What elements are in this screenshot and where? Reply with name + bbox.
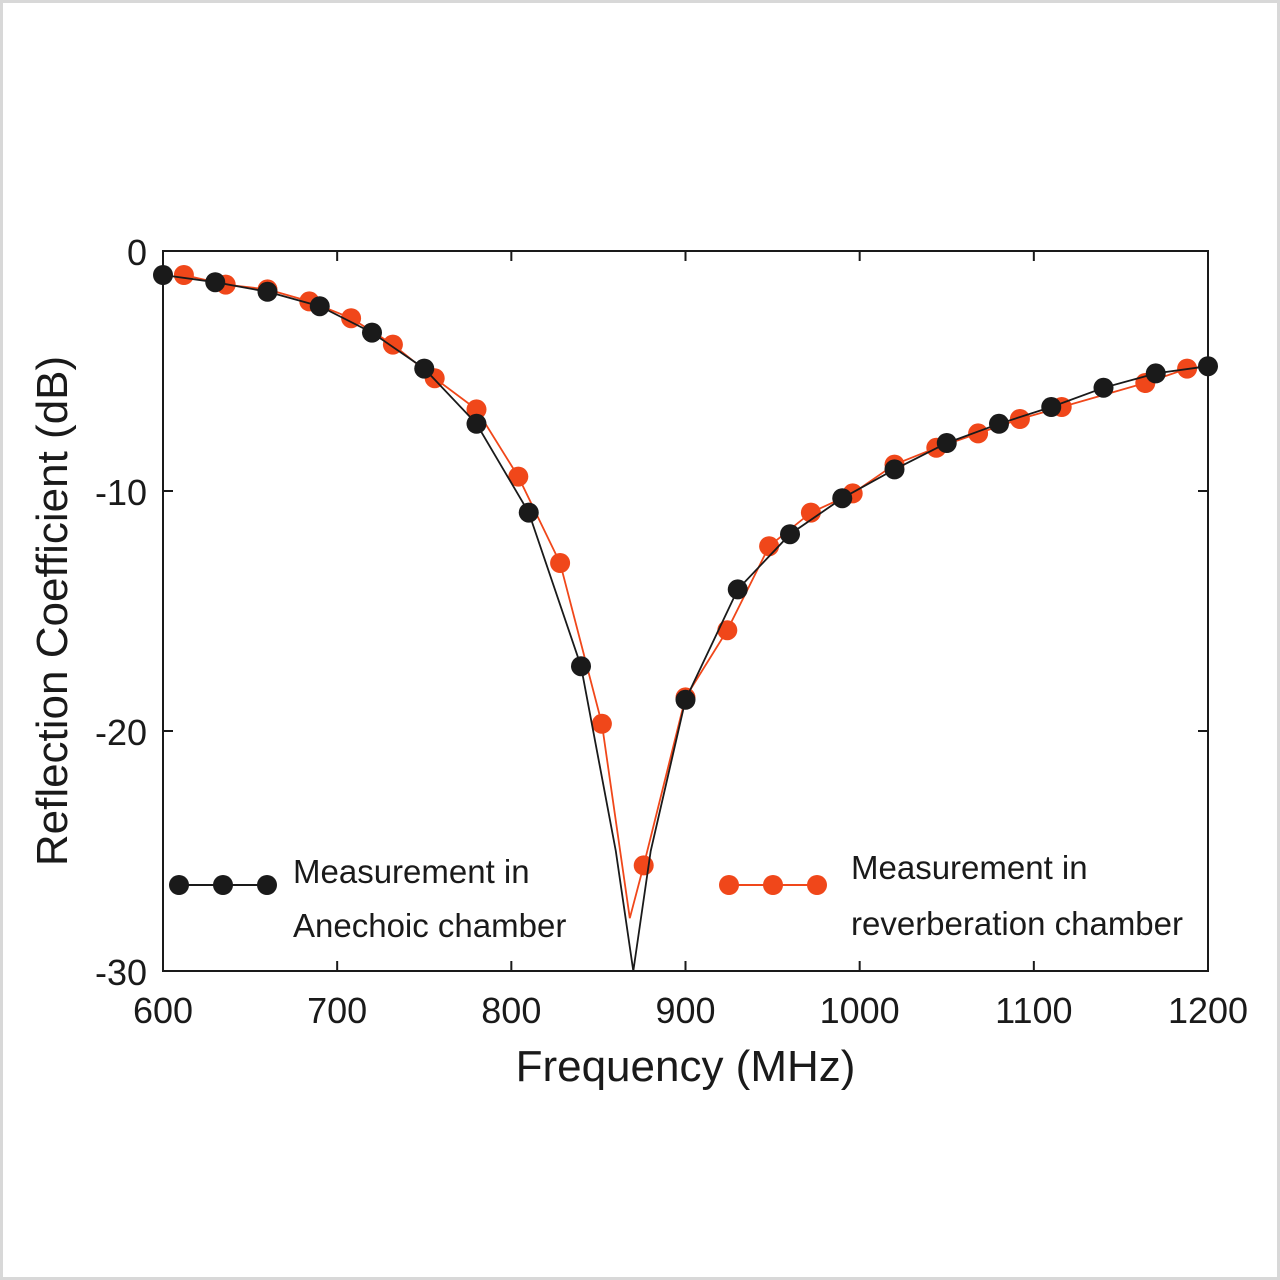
legend-label-line2: Anechoic chamber [293, 907, 566, 944]
data-point [173, 265, 194, 285]
data-point [936, 433, 957, 453]
data-point [759, 536, 780, 557]
x-tick-label: 600 [133, 990, 193, 1031]
legend-item-0: Measurement in Anechoic chamber [169, 853, 566, 944]
data-point [309, 296, 330, 317]
data-point [205, 272, 226, 293]
legend-marker [807, 875, 827, 895]
y-tick-label: -20 [95, 712, 147, 753]
legend-marker [213, 875, 233, 895]
y-tick-label: -30 [95, 952, 147, 993]
data-point [989, 413, 1009, 434]
data-point [550, 553, 571, 573]
data-point [591, 713, 612, 734]
data-point [466, 399, 487, 420]
x-tick-label: 1100 [995, 990, 1072, 1031]
data-point [414, 358, 435, 379]
series-0 [153, 265, 1218, 972]
data-point [571, 656, 591, 677]
data-point [1009, 409, 1030, 429]
legend-marker [763, 875, 783, 895]
data-point [800, 502, 821, 523]
data-point [717, 620, 738, 641]
data-point [968, 423, 989, 444]
series-layer [153, 265, 1218, 972]
data-point [508, 466, 529, 487]
data-point [518, 502, 539, 523]
x-tick-label: 900 [655, 990, 715, 1031]
y-tick-label: 0 [127, 232, 147, 273]
data-point [633, 855, 654, 876]
x-tick-label: 1000 [820, 990, 900, 1031]
legend-marker [169, 875, 189, 895]
x-axis-title: Frequency (MHz) [516, 1042, 856, 1091]
data-point [727, 579, 748, 600]
data-point [1145, 363, 1166, 384]
legend-label-line1: Measurement in [851, 849, 1088, 886]
legend-item-1: Measurement in reverberation chamber [719, 849, 1183, 942]
data-point [780, 524, 800, 545]
data-point [1041, 397, 1062, 417]
data-point [832, 488, 853, 509]
series-1 [173, 265, 1209, 919]
data-point [675, 689, 696, 710]
reflection-coefficient-chart: 600 700 800 900 1000 1100 1200 0 -10 -20 -30 Measu… [28, 232, 1248, 1091]
data-point [362, 322, 382, 343]
axis-ticks: 600 700 800 900 1000 1100 1200 0 -10 -20 -30 [95, 232, 1248, 1031]
legend-marker [719, 875, 739, 895]
x-tick-label: 800 [481, 990, 541, 1031]
x-tick-label: 700 [307, 990, 367, 1031]
legend-marker [257, 875, 277, 895]
legend-label-line1: Measurement in [293, 853, 530, 890]
data-point [1093, 377, 1114, 398]
x-tick-label: 1200 [1168, 990, 1248, 1031]
data-point [466, 413, 487, 434]
data-point [341, 308, 362, 329]
series-line [183, 274, 1209, 919]
y-tick-label: -10 [95, 472, 147, 513]
legend-label-line2: reverberation chamber [851, 905, 1183, 942]
y-axis-title: Reflection Coefficient (dB) [28, 356, 77, 866]
data-point [257, 281, 278, 302]
series-line [162, 274, 1209, 972]
data-point [884, 459, 905, 480]
